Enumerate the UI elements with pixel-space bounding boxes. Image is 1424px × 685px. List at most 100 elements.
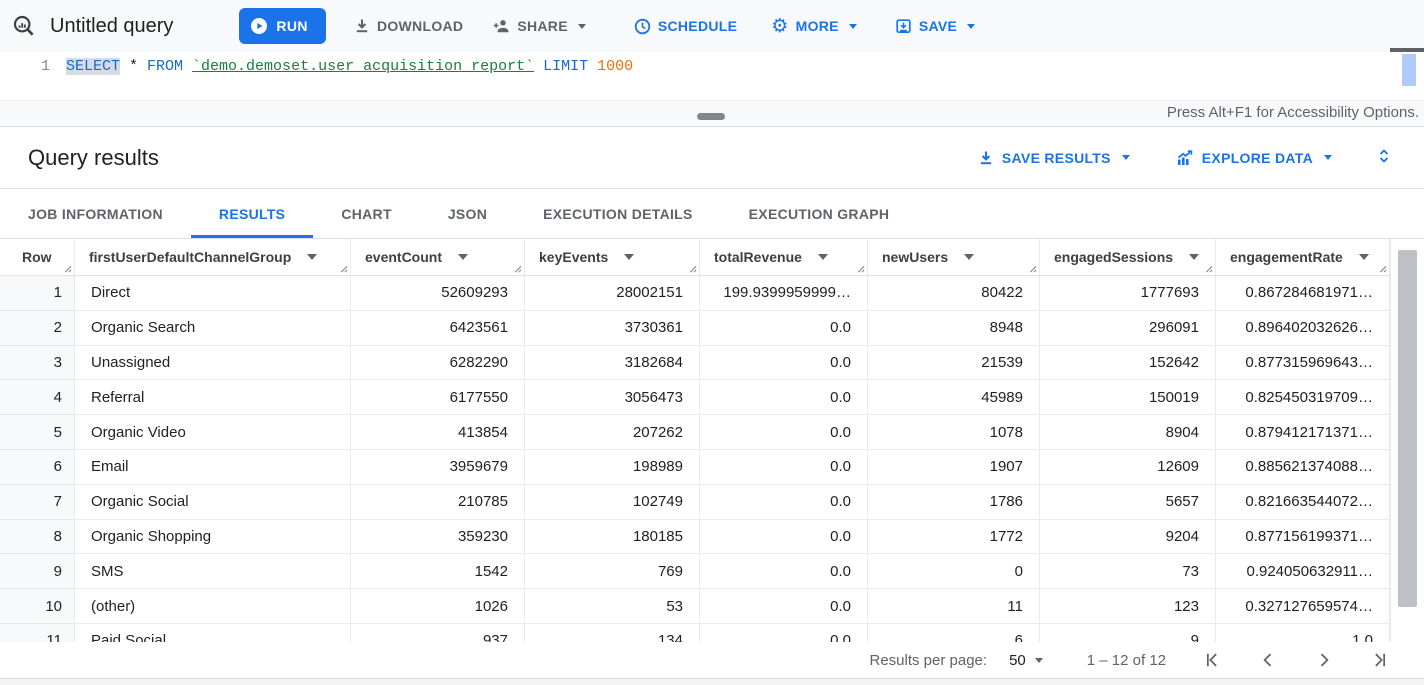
- pane-resize-handle[interactable]: [697, 113, 725, 120]
- tab-json[interactable]: JSON: [447, 205, 488, 222]
- collapse-panel-button[interactable]: [1376, 147, 1392, 168]
- data-cell: Direct: [75, 276, 351, 310]
- sql-token-table-ref: `demo.demoset.user_acquisition_report`: [192, 58, 535, 75]
- column-label: totalRevenue: [714, 249, 802, 265]
- bigquery-query-icon: [13, 15, 34, 36]
- column-resize-grip-icon[interactable]: [1378, 264, 1387, 273]
- column-menu-caret-icon[interactable]: [307, 254, 318, 260]
- share-button[interactable]: SHARE: [493, 18, 586, 34]
- row-number-cell: 5: [0, 415, 75, 449]
- data-cell: 413854: [351, 415, 525, 449]
- column-header-eventcount[interactable]: eventCount: [351, 239, 525, 275]
- data-cell: 134: [525, 623, 700, 642]
- last-page-icon: [1375, 653, 1386, 667]
- sql-code-line[interactable]: SELECT * FROM `demo.demoset.user_acquisitio…: [66, 58, 642, 75]
- query-title: Untitled query: [50, 14, 174, 37]
- tab-job-information[interactable]: JOB INFORMATION: [28, 205, 163, 222]
- tab-chart[interactable]: CHART: [341, 205, 392, 222]
- data-cell: 1777693: [1040, 276, 1216, 310]
- column-menu-caret-icon[interactable]: [1358, 254, 1369, 260]
- tab-execution-graph[interactable]: EXECUTION GRAPH: [748, 205, 890, 222]
- data-cell: 1026: [351, 589, 525, 623]
- column-header-firstuserdefaultchannelgroup[interactable]: firstUserDefaultChannelGroup: [75, 239, 351, 275]
- chevron-down-icon: [848, 23, 857, 29]
- last-page-button[interactable]: [1370, 650, 1390, 670]
- next-page-button[interactable]: [1314, 650, 1334, 670]
- table-row: 3 Unassigned 6282290 3182684 0.0 21539 152642 0…: [0, 345, 1424, 381]
- sql-token-number: 1000: [597, 58, 634, 75]
- column-menu-caret-icon[interactable]: [1189, 254, 1200, 260]
- data-cell: 1542: [351, 554, 525, 589]
- chevron-down-icon: [1034, 657, 1043, 663]
- data-cell: 6282290: [351, 345, 525, 380]
- data-cell: 6177550: [351, 380, 525, 415]
- data-cell: 0.0: [700, 589, 868, 623]
- clock-icon: [634, 18, 651, 34]
- column-header-keyevents[interactable]: keyEvents: [525, 239, 700, 275]
- more-button[interactable]: ⚙ MORE: [771, 14, 857, 37]
- row-number-cell: 9: [0, 554, 75, 589]
- sql-token-plain: *: [129, 58, 139, 75]
- explore-data-button[interactable]: EXPLORE DATA: [1176, 149, 1332, 166]
- column-header-newusers[interactable]: newUsers: [868, 239, 1040, 275]
- column-resize-grip-icon[interactable]: [1028, 264, 1037, 273]
- row-number-cell: 6: [0, 449, 75, 484]
- chevron-down-icon: [967, 23, 976, 29]
- column-header-engagementrate[interactable]: engagementRate: [1216, 239, 1390, 275]
- first-page-button[interactable]: [1202, 650, 1222, 670]
- column-label: firstUserDefaultChannelGroup: [89, 249, 292, 265]
- column-menu-caret-icon[interactable]: [964, 254, 975, 260]
- column-resize-grip-icon[interactable]: [688, 264, 697, 273]
- first-page-icon: [1206, 653, 1217, 667]
- column-resize-grip-icon[interactable]: [63, 264, 72, 273]
- download-button[interactable]: DOWNLOAD: [354, 18, 463, 34]
- chevron-down-icon: [1324, 155, 1332, 160]
- sql-token-keyword: LIMIT: [543, 58, 589, 75]
- gear-icon: ⚙: [771, 14, 789, 37]
- person-add-icon: [494, 20, 509, 33]
- previous-page-button[interactable]: [1258, 650, 1278, 670]
- chevron-down-icon: [1121, 155, 1130, 160]
- schedule-button[interactable]: SCHEDULE: [634, 18, 737, 35]
- column-resize-grip-icon[interactable]: [856, 264, 865, 273]
- data-cell: 152642: [1040, 345, 1216, 380]
- column-header-totalrevenue[interactable]: totalRevenue: [700, 239, 868, 275]
- column-resize-grip-icon[interactable]: [339, 264, 348, 273]
- column-resize-grip-icon[interactable]: [513, 264, 522, 273]
- row-number-cell: 4: [0, 380, 75, 415]
- data-cell: 11: [868, 589, 1040, 623]
- tab-results[interactable]: RESULTS: [190, 189, 314, 238]
- play-icon: [251, 18, 268, 34]
- sql-editor[interactable]: 1 SELECT * FROM `demo.demoset.user_acquisit…: [0, 48, 1424, 100]
- unfold-icon: [1379, 149, 1389, 163]
- column-resize-grip-icon[interactable]: [1204, 264, 1213, 273]
- table-scrollbar-thumb[interactable]: [1398, 250, 1417, 607]
- sql-token-keyword-selected: SELECT: [66, 58, 121, 75]
- data-cell: 80422: [868, 276, 1040, 310]
- run-button[interactable]: RUN: [239, 8, 326, 44]
- table-row: 10 (other) 1026 53 0.0 11 123 0.327127659574…: [0, 589, 1424, 624]
- data-cell: 0.0: [700, 484, 868, 519]
- page-size-select[interactable]: 50: [1009, 652, 1043, 669]
- tab-execution-details[interactable]: EXECUTION DETAILS: [543, 205, 693, 222]
- table-scrollbar-track[interactable]: [1390, 239, 1424, 642]
- column-header-row[interactable]: Row: [0, 239, 75, 275]
- table-row: 6 Email 3959679 198989 0.0 1907 12609 0.8856213…: [0, 449, 1424, 485]
- editor-scrollbar[interactable]: [1402, 54, 1416, 86]
- data-cell: Email: [75, 449, 351, 484]
- chart-icon: [1177, 150, 1192, 165]
- row-number-cell: 11: [0, 623, 75, 642]
- data-cell: 6423561: [351, 310, 525, 345]
- data-cell: 73: [1040, 554, 1216, 589]
- save-results-button[interactable]: SAVE RESULTS: [978, 150, 1130, 166]
- data-cell: 1772: [868, 519, 1040, 554]
- column-menu-caret-icon[interactable]: [458, 254, 468, 260]
- column-header-engagedsessions[interactable]: engagedSessions: [1040, 239, 1216, 275]
- column-menu-caret-icon[interactable]: [624, 254, 635, 260]
- data-cell: 937: [351, 623, 525, 642]
- data-cell: 359230: [351, 519, 525, 554]
- column-menu-caret-icon[interactable]: [817, 254, 828, 260]
- data-cell: SMS: [75, 554, 351, 589]
- data-cell: 52609293: [351, 276, 525, 310]
- save-button[interactable]: SAVE: [895, 18, 976, 35]
